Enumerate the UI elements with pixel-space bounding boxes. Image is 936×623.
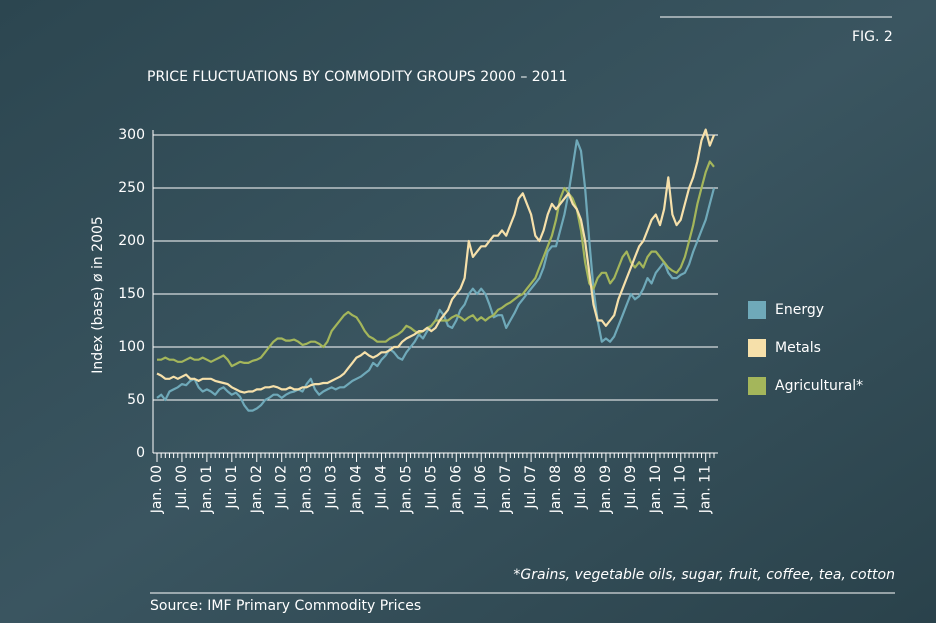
x-tick-label: Jul. 08: [573, 465, 589, 510]
legend-label: Energy: [775, 302, 824, 318]
x-tick-label: Jan. 02: [249, 465, 265, 514]
x-tick-label: Jul. 00: [174, 465, 190, 510]
y-axis-label: Index (base) ø in 2005: [90, 216, 106, 374]
x-tick-label: Jan. 04: [349, 465, 365, 514]
x-tick-label: Jul. 01: [224, 465, 240, 510]
footnote: *Grains, vegetable oils, sugar, fruit, c…: [513, 567, 895, 583]
x-tick-label: Jul. 03: [324, 465, 340, 510]
x-tick-label: Jan. 09: [598, 465, 614, 514]
x-tick-label: Jan. 06: [448, 465, 464, 514]
x-tick-label: Jan. 11: [698, 465, 714, 514]
chart-title: PRICE FLUCTUATIONS BY COMMODITY GROUPS 2…: [147, 69, 567, 85]
legend-swatch: [748, 301, 766, 319]
x-tick-label: Jul. 02: [274, 465, 290, 510]
x-tick-label: Jan. 07: [498, 465, 514, 514]
y-tick-label: 250: [118, 180, 145, 196]
x-tick-label: Jul. 09: [623, 465, 639, 510]
x-tick-label: Jul. 04: [373, 465, 389, 510]
x-tick-label: Jan. 01: [199, 465, 215, 514]
legend-label: Metals: [775, 340, 821, 356]
series-line: [157, 160, 715, 368]
legend-swatch: [748, 377, 766, 395]
x-tick-label: Jul. 07: [523, 465, 539, 510]
fig-label: FIG. 2: [852, 29, 893, 45]
x-tick-label: Jul. 10: [673, 465, 689, 510]
y-tick-label: 300: [118, 127, 145, 143]
x-tick-label: Jan. 00: [149, 465, 165, 514]
source: Source: IMF Primary Commodity Prices: [150, 598, 421, 614]
series-line: [156, 128, 716, 394]
x-tick-label: Jul. 05: [423, 465, 439, 510]
x-tick-label: Jan. 08: [548, 465, 564, 514]
y-tick-label: 0: [136, 445, 145, 461]
x-tick-label: Jan. 10: [648, 465, 664, 514]
y-tick-label: 50: [127, 392, 145, 408]
y-tick-label: 100: [118, 339, 145, 355]
y-tick-label: 150: [118, 286, 145, 302]
legend-label: Agricultural*: [775, 378, 863, 394]
x-tick-label: Jan. 03: [299, 465, 315, 514]
y-tick-label: 200: [118, 233, 145, 249]
x-tick-label: Jan. 05: [398, 465, 414, 514]
legend-swatch: [748, 339, 766, 357]
x-tick-label: Jul. 06: [473, 465, 489, 510]
